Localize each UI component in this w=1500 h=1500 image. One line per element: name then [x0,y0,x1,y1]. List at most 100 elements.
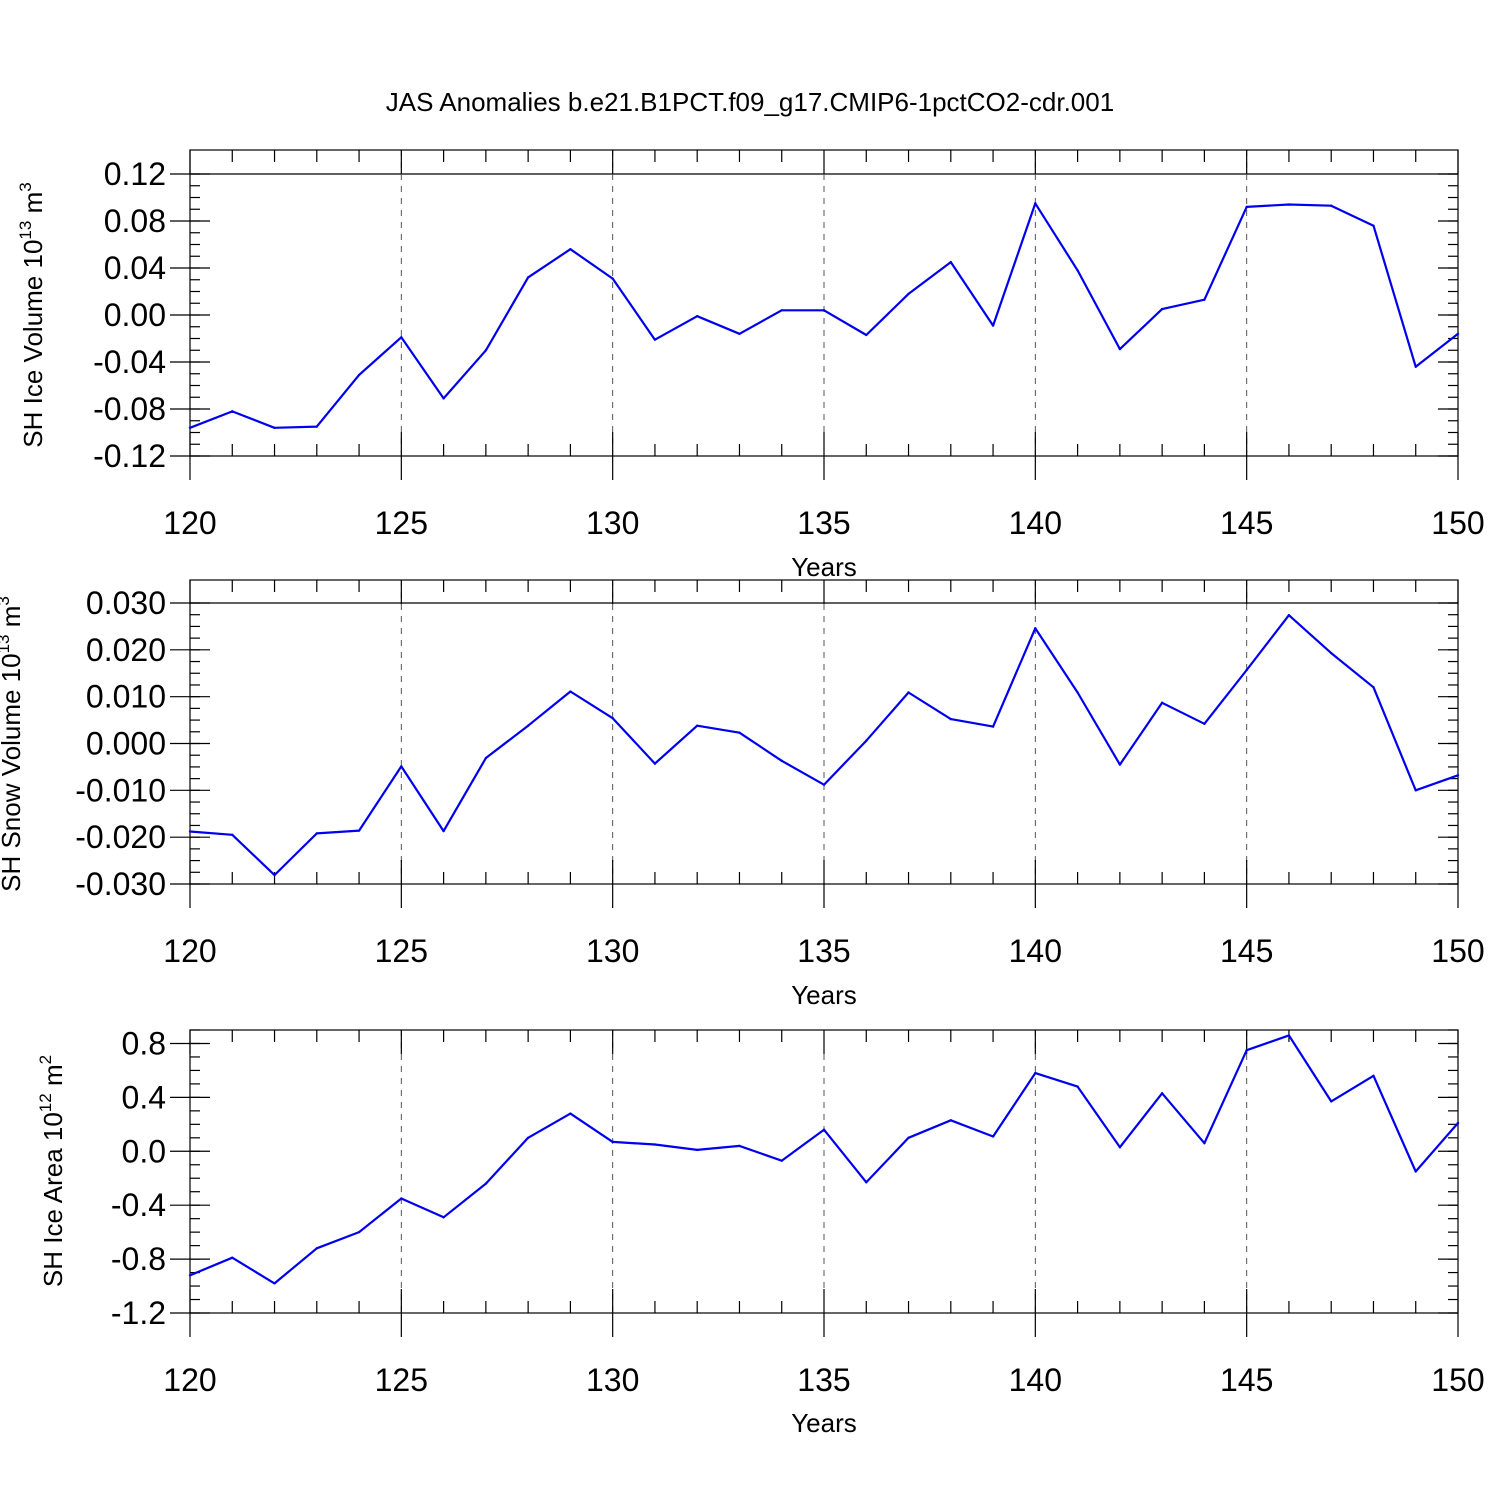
ice-volume-data-point [865,333,868,337]
snow-volume-data-point [315,832,318,835]
ice-volume-data-point [1287,203,1291,206]
ice-volume-data-point [822,309,826,312]
snow-volume-ytick-label: -0.010 [75,772,166,808]
ice-volume-data-point [1245,205,1248,209]
ice-area-data-point [569,1112,572,1115]
ice-volume-data-point [907,292,910,296]
ice-area-data-point [865,1181,868,1184]
snow-volume-data-point [442,829,445,833]
snow-volume-data-point [1034,627,1037,630]
ice-area-data-point [442,1216,445,1219]
ice-volume-ytick-label: -0.04 [93,344,166,380]
snow-volume-data-point [696,724,699,727]
snow-volume-ytick-label: 0.000 [86,726,166,762]
snow-volume-data-point [569,690,572,693]
ice-volume-data-point [1456,332,1460,335]
ice-area-data-point [1076,1085,1079,1088]
ice-volume-data-point [400,336,403,339]
ice-volume-data-point [315,425,318,428]
ice-area-xtick-label: 140 [1009,1362,1062,1398]
ice-volume-xtick-label: 150 [1431,505,1484,541]
ice-area-xtick-label: 120 [163,1362,216,1398]
snow-volume-xtick-label: 150 [1431,933,1484,969]
ice-volume-ytick-label: -0.08 [93,391,166,427]
ice-area-xtick-label: 145 [1220,1362,1273,1398]
snow-volume-plot-frame [189,579,1459,885]
ice-area-data-point [188,1274,192,1277]
ice-area-data-point [991,1135,995,1138]
ice-volume-data-point [1203,298,1206,301]
ice-area-data-point [400,1197,403,1200]
ice-volume-data-point [1118,347,1122,351]
ice-volume-data-point [231,410,234,413]
ice-volume-data-point [188,426,192,429]
ice-area-ytick-label: -0.8 [111,1241,166,1277]
ice-volume-data-point [1372,224,1375,227]
ice-volume-xtick-label: 140 [1009,505,1062,541]
ice-area-data-point [780,1159,783,1162]
snow-volume-data-point [1456,774,1460,777]
ice-volume-data-point [780,309,783,312]
snow-volume-data-point [1076,691,1079,694]
ice-area-data-point [653,1143,657,1146]
ice-area-data-point [273,1282,276,1285]
ice-area-data-point [526,1136,530,1140]
figure-title: JAS Anomalies b.e21.B1PCT.f09_g17.CMIP6-… [386,87,1114,117]
snow-volume-ytick-label: -0.020 [75,819,166,855]
snow-volume-data-point [991,725,995,728]
ice-volume-data-point [273,426,276,429]
snow-volume-data-point [1414,789,1417,792]
snow-volume-ytick-label: 0.020 [86,632,166,668]
snow-volume-data-point [1118,763,1122,766]
ice-volume-data-point [1076,269,1079,272]
ice-volume-xtick-label: 125 [375,505,428,541]
snow-volume-data-point [1372,686,1375,689]
ice-area-data-point [357,1230,361,1234]
snow-volume-data-point [1160,701,1164,704]
snow-volume-ytick-label: 0.010 [86,679,166,715]
ice-volume-data-point [738,332,741,335]
snow-volume-data-point [273,873,276,877]
ice-area-data-point [611,1140,614,1144]
ice-area-data-point [315,1247,318,1250]
snow-volume-data-point [1203,722,1206,726]
ice-volume-xlabel: Years [791,552,857,582]
ice-volume-ytick-label: 0.00 [104,297,166,333]
snow-volume-data-point [526,724,530,727]
ice-area-data-point [738,1144,741,1148]
ice-area-ytick-label: 0.4 [122,1079,166,1115]
ice-area-ylabel: SH Ice Area 1012 m2 [36,1055,68,1287]
ice-area-xtick-label: 150 [1431,1362,1484,1398]
snow-volume-ytick-label: -0.030 [75,866,166,902]
ice-volume-ytick-label: 0.04 [104,250,166,286]
snow-volume-data-point [1245,668,1248,672]
snow-volume-data-point [738,731,741,734]
ice-area-data-point [1414,1170,1417,1173]
snow-volume-xtick-label: 135 [797,933,850,969]
snow-volume-data-point [1287,613,1291,617]
snow-volume-data-point [907,691,910,694]
ice-area-xlabel: Years [791,1408,857,1438]
snow-volume-ytick-label: 0.030 [86,585,166,621]
ice-volume-data-point [569,248,572,251]
snow-volume-data-point [188,830,192,833]
ice-volume-data-point [1034,202,1037,205]
ice-volume-plot-frame [189,149,1459,457]
snow-volume-data-point [357,829,361,832]
ice-area-data-point [822,1128,826,1131]
ice-volume-ytick-label: -0.12 [93,438,166,474]
snow-volume-data-point [400,765,403,768]
ice-volume-data-point [653,338,657,341]
ice-area-data-point [1203,1142,1206,1145]
ice-area-panel: SH Ice Area 1012 m2 Years 120 125 130 135 14… [36,1025,1485,1438]
ice-area-data-point [1372,1074,1375,1078]
ice-volume-data-point [949,260,952,264]
ice-area-data-point [231,1256,234,1259]
ice-volume-ytick-label: 0.08 [104,203,166,239]
ice-volume-xtick-label: 130 [586,505,639,541]
ice-volume-data-point [484,349,488,352]
ice-volume-xtick-label: 145 [1220,505,1273,541]
snow-volume-data-point [653,762,657,765]
ice-volume-data-point [611,277,614,280]
